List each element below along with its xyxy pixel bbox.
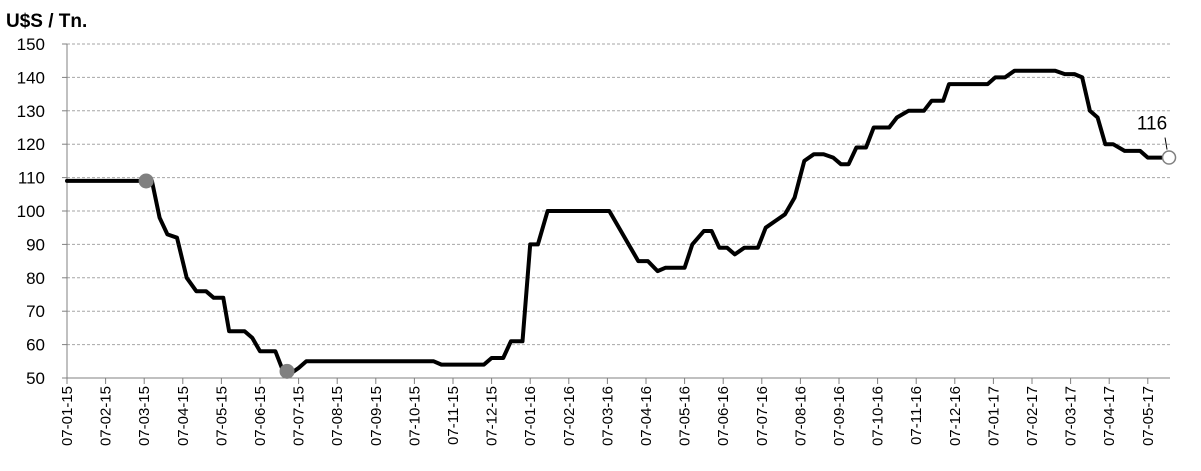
- y-tick-label: 130: [17, 102, 45, 121]
- x-tick-label: 07-02-16: [561, 386, 578, 446]
- y-tick-label: 60: [26, 336, 45, 355]
- data-label: 116: [1137, 114, 1167, 135]
- x-tick-label: 07-05-16: [677, 386, 694, 446]
- x-tick-label: 07-04-15: [175, 386, 192, 446]
- x-tick-label: 07-07-16: [754, 386, 771, 446]
- x-tick-label: 07-03-16: [599, 386, 616, 446]
- x-tick-label: 07-12-16: [947, 386, 964, 446]
- x-tick-label: 07-02-17: [1024, 386, 1041, 446]
- x-tick-label: 07-03-15: [136, 386, 153, 446]
- x-tick-label: 07-11-15: [445, 386, 462, 445]
- data-point-marker: [1161, 150, 1177, 165]
- x-tick-label: 07-08-16: [792, 386, 809, 446]
- x-tick-label: 07-07-15: [291, 386, 308, 446]
- y-tick-label: 150: [17, 35, 45, 54]
- markers-group: [138, 150, 1177, 379]
- y-tick-label: 140: [17, 68, 45, 87]
- x-tick-label: 07-09-15: [368, 386, 385, 446]
- gridlines: [62, 43, 1170, 379]
- x-tick-label: 07-10-16: [870, 386, 887, 446]
- y-axis-title: U$S / Tn.: [6, 11, 87, 32]
- y-tick-label: 50: [26, 369, 45, 388]
- x-tick-label: 07-06-16: [715, 386, 732, 446]
- series-line: [65, 68, 1171, 377]
- y-tick-label: 100: [17, 202, 45, 221]
- x-tick-label: 07-01-15: [59, 386, 76, 446]
- annotations-group: 116: [1137, 114, 1168, 150]
- annotation-leader: [1164, 137, 1168, 150]
- axes: [66, 44, 1170, 384]
- x-tick-label: 07-12-15: [484, 386, 501, 446]
- y-tick-label: 80: [26, 269, 45, 288]
- x-tick-label: 07-04-17: [1101, 386, 1118, 446]
- series-group: [65, 68, 1171, 377]
- x-tick-label: 07-03-17: [1063, 386, 1080, 446]
- data-point-marker: [279, 363, 295, 379]
- x-tick-label: 07-09-16: [831, 386, 848, 446]
- data-point-marker: [138, 173, 154, 189]
- y-tick-label: 70: [26, 302, 45, 321]
- x-tick-label: 07-04-16: [638, 386, 655, 446]
- x-tick-label: 07-01-17: [985, 386, 1002, 446]
- x-tick-label: 07-08-15: [329, 386, 346, 446]
- x-tick-label: 07-01-16: [522, 386, 539, 446]
- x-tick-label: 07-05-17: [1140, 386, 1157, 446]
- x-tick-label: 07-06-15: [252, 386, 269, 446]
- x-tick-label: 07-11-16: [908, 386, 925, 445]
- y-tick-label: 110: [18, 169, 45, 188]
- x-tick-label: 07-05-15: [213, 386, 230, 446]
- y-tick-label: 90: [26, 235, 45, 254]
- y-tick-labels: 50 60 70 80 90 100 110 120 130 140 150: [17, 35, 45, 388]
- x-tick-label: 07-02-15: [98, 386, 115, 446]
- y-tick-label: 120: [17, 135, 45, 154]
- x-tick-labels: 07-01-15 07-02-15 07-03-15 07-04-15 07-05-15…: [59, 386, 1157, 446]
- x-tick-label: 07-10-15: [406, 386, 423, 446]
